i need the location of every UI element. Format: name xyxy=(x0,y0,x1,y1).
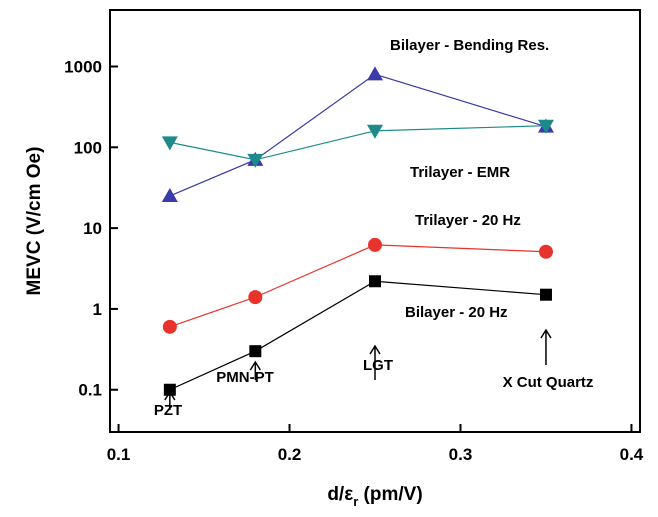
x-label-sub: r xyxy=(353,494,358,509)
x-label-part: d/ε xyxy=(327,484,353,505)
annotation: PMN-PT xyxy=(216,369,274,386)
series-label: Trilayer - EMR xyxy=(410,164,510,181)
series-label: Bilayer - 20 Hz xyxy=(405,304,508,321)
marker xyxy=(368,237,382,252)
y-tick-label: 1 xyxy=(93,300,102,319)
marker xyxy=(249,345,262,358)
marker xyxy=(369,275,381,288)
arrow xyxy=(249,360,261,380)
marker xyxy=(161,136,178,151)
marker xyxy=(539,288,552,301)
x-label-part: (pm/V) xyxy=(358,484,422,505)
marker xyxy=(367,66,383,81)
series-label: Bilayer - Bending Res. xyxy=(390,37,549,54)
annotation: PZT xyxy=(154,402,182,419)
arrow xyxy=(164,390,176,410)
marker xyxy=(163,383,176,396)
plot-frame xyxy=(109,9,641,433)
marker xyxy=(162,319,177,334)
x-tick-label: 0.3 xyxy=(449,445,473,464)
series-line xyxy=(169,125,546,161)
marker xyxy=(538,244,553,259)
y-axis-label: MEVC (V/cm Oe) xyxy=(24,147,45,296)
y-tick-label: 10 xyxy=(83,219,102,238)
series-line xyxy=(169,280,547,391)
marker xyxy=(537,119,554,134)
arrow xyxy=(369,344,381,380)
annotation: X Cut Quartz xyxy=(503,374,594,391)
annotation: LGT xyxy=(363,357,393,374)
y-tick-label: 0.1 xyxy=(78,381,102,400)
marker xyxy=(247,153,264,168)
x-axis-label: d/εr (pm/V) xyxy=(327,484,422,509)
marker xyxy=(367,124,383,139)
x-tick-label: 0.2 xyxy=(278,445,302,464)
series-line xyxy=(169,73,547,197)
y-tick-label: 100 xyxy=(74,138,102,157)
marker xyxy=(248,290,263,305)
y-tick-label: 1000 xyxy=(64,57,102,76)
series-line xyxy=(169,244,546,328)
x-tick-label: 0.1 xyxy=(107,445,131,464)
series-label: Trilayer - 20 Hz xyxy=(415,212,521,229)
x-tick-label: 0.4 xyxy=(620,445,644,464)
arrow xyxy=(540,328,552,365)
marker xyxy=(161,187,178,202)
